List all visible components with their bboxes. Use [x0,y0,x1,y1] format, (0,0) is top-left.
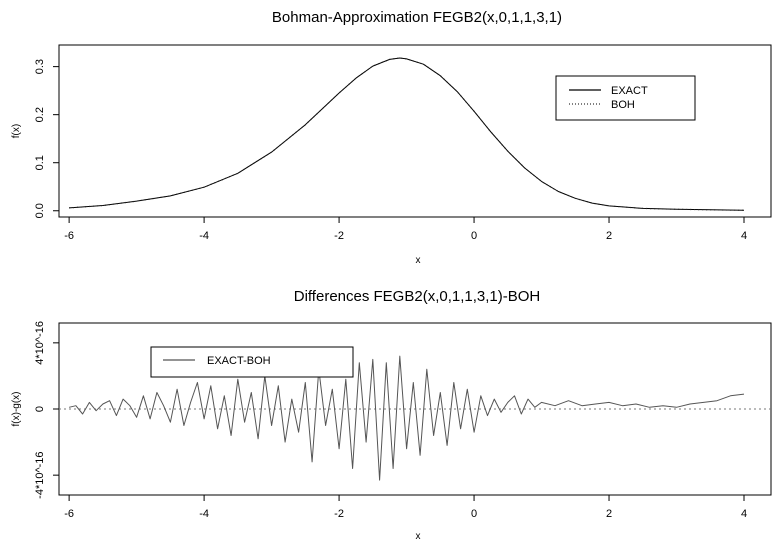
x-tick-label: -4 [199,230,209,242]
x-tick-label: 2 [606,230,612,242]
axes: -6 -4 -2 0 2 4 -4*10^-16 0 4*10^-16 [34,321,747,520]
y-tick-label: 0 [34,406,46,412]
axes: -6 -4 -2 0 2 4 0.0 0.1 0.2 0.3 [34,59,747,242]
x-tick-label: -2 [334,230,344,242]
x-tick-label: 4 [741,230,747,242]
x-tick-label: 0 [471,230,477,242]
x-axis-label: x [416,255,421,266]
y-tick-label: 4*10^-16 [34,321,46,365]
legend-box [555,75,696,121]
y-tick-label: 0.3 [34,59,46,74]
series-line-exact-boh [68,355,745,481]
plot-area [58,44,772,218]
series-group [69,57,745,211]
chart-title: Differences FEGB2(x,0,1,1,3,1)-BOH [294,288,540,305]
legend-label-exact-boh: EXACT-BOH [207,355,271,367]
series-group [68,355,745,481]
differences-chart: Differences FEGB2(x,0,1,1,3,1)-BOH x f(x… [11,288,772,542]
x-tick-label: -4 [199,508,209,520]
y-tick-label: 0.0 [34,203,46,218]
legend-box [150,346,354,378]
x-tick-label: -2 [334,508,344,520]
x-tick-label: 0 [471,508,477,520]
y-axis-label: f(x) [11,124,22,138]
x-tick-label: 4 [741,508,747,520]
legend-label-exact: EXACT [611,85,648,97]
density-chart: Bohman-Approximation FEGB2(x,0,1,1,3,1) … [11,9,772,266]
x-tick-label: -6 [64,230,74,242]
legend: EXACT-BOH [150,346,354,378]
x-tick-label: -6 [64,508,74,520]
y-axis-label: f(x)-g(x) [11,392,22,427]
y-tick-label: -4*10^-16 [34,451,46,498]
y-tick-label: 0.1 [34,155,46,170]
legend-label-boh: BOH [611,99,635,111]
series-line-boh [69,57,745,211]
legend: EXACT BOH [555,75,696,121]
x-tick-label: 2 [606,508,612,520]
x-axis-label: x [416,531,421,542]
chart-title: Bohman-Approximation FEGB2(x,0,1,1,3,1) [272,9,562,26]
y-tick-label: 0.2 [34,107,46,122]
